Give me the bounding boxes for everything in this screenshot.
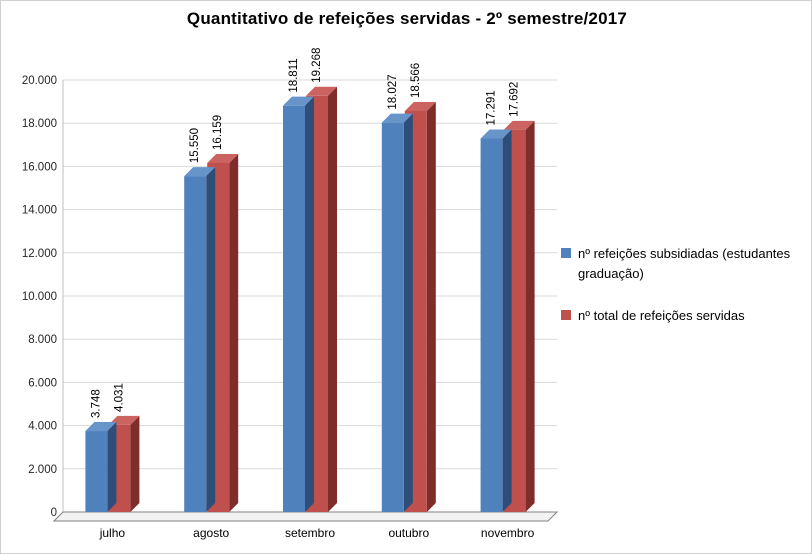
data-label: 18.811 bbox=[288, 58, 300, 92]
bar-side-face bbox=[130, 415, 140, 512]
x-axis-label-outubro: outubro bbox=[388, 526, 429, 540]
legend-swatch-blue bbox=[561, 248, 571, 258]
legend-item-total[interactable]: nº total de refeições servidas bbox=[561, 306, 801, 326]
y-tick-label: 8.000 bbox=[28, 334, 57, 346]
data-label: 17.291 bbox=[486, 90, 498, 125]
bar-top-face bbox=[480, 129, 512, 139]
legend: nº refeições subsidiadas (estudantes gra… bbox=[561, 244, 801, 326]
y-tick-label: 16.000 bbox=[22, 161, 57, 173]
legend-label-total: nº total de refeições servidas bbox=[578, 308, 745, 324]
x-axis-label-setembro: setembro bbox=[285, 526, 335, 540]
data-label: 4.031 bbox=[113, 383, 125, 412]
y-tick-label: 0 bbox=[51, 507, 57, 519]
bar-top-face bbox=[184, 167, 216, 177]
bar-side-face bbox=[426, 101, 436, 513]
bar-side-face bbox=[328, 86, 337, 512]
y-tick-label: 10.000 bbox=[22, 291, 57, 303]
bar-series0-outubro[interactable] bbox=[381, 122, 404, 513]
bar-top-face bbox=[381, 113, 413, 123]
bar-series0-julho[interactable] bbox=[85, 431, 108, 512]
bar-series0-agosto[interactable] bbox=[184, 176, 207, 512]
x-axis-label-novembro: novembro bbox=[481, 526, 535, 540]
bar-top-face bbox=[207, 153, 239, 163]
bar-top-face bbox=[85, 422, 117, 432]
bar-series0-setembro[interactable] bbox=[283, 105, 305, 512]
bar-top-face bbox=[404, 101, 436, 111]
bar-series0-novembro[interactable] bbox=[480, 138, 503, 512]
y-tick-label: 20.000 bbox=[22, 75, 57, 87]
data-label: 17.692 bbox=[509, 82, 521, 117]
y-tick-label: 18.000 bbox=[22, 118, 57, 130]
y-tick-label: 12.000 bbox=[22, 248, 57, 260]
bar-side-face bbox=[525, 120, 535, 513]
y-tick-label: 14.000 bbox=[22, 205, 57, 217]
x-axis-label-agosto: agosto bbox=[193, 526, 229, 540]
chart-floor bbox=[52, 511, 559, 522]
bar-top-face bbox=[503, 120, 535, 130]
y-tick-label: 6.000 bbox=[28, 377, 57, 389]
bar-top-face bbox=[283, 96, 314, 106]
y-tick-label: 4.000 bbox=[28, 421, 57, 433]
bar-side-face bbox=[206, 167, 216, 512]
y-tick-label: 2.000 bbox=[28, 464, 57, 476]
legend-swatch-red bbox=[561, 310, 571, 321]
data-label: 16.159 bbox=[212, 115, 224, 150]
data-label: 3.748 bbox=[90, 389, 102, 418]
bar-side-face bbox=[229, 153, 239, 512]
legend-label-subsidiadas: nº refeições subsidiadas (estudantes gra… bbox=[578, 246, 791, 282]
bar-side-face bbox=[403, 113, 413, 513]
legend-item-subsidiadas[interactable]: nº refeições subsidiadas (estudantes gra… bbox=[561, 244, 801, 284]
x-axis-label-julho: julho bbox=[99, 526, 126, 540]
chart-title: Quantitativo de refeições servidas - 2º … bbox=[186, 9, 628, 28]
bar-side-face bbox=[107, 422, 117, 512]
data-label: 18.027 bbox=[387, 74, 399, 109]
bar-side-face bbox=[502, 129, 512, 512]
data-label: 15.550 bbox=[189, 128, 201, 163]
data-label: 19.268 bbox=[311, 48, 323, 83]
bar-side-face bbox=[305, 96, 314, 512]
bar-top-face bbox=[306, 86, 337, 96]
data-label: 18.566 bbox=[410, 63, 422, 98]
